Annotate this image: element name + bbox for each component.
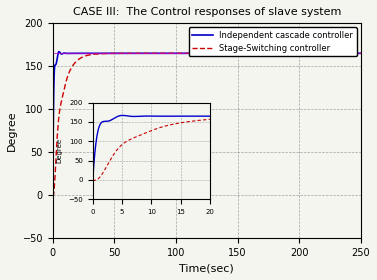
Independent cascade controller [280, 52, 285, 55]
Line: Independent cascade controller: Independent cascade controller [53, 52, 361, 195]
Stage-Switching controller [51, 193, 55, 197]
Stage-Switching controller [359, 52, 363, 55]
Stage-Switching controller [51, 194, 55, 198]
Stage-Switching controller [280, 52, 285, 55]
Independent cascade controller [51, 193, 55, 197]
Independent cascade controller [168, 52, 173, 55]
Stage-Switching controller [235, 52, 240, 55]
Stage-Switching controller [106, 52, 111, 55]
X-axis label: Time(sec): Time(sec) [179, 263, 234, 273]
Stage-Switching controller [168, 52, 173, 55]
Stage-Switching controller [304, 52, 308, 55]
Independent cascade controller [106, 52, 111, 55]
Independent cascade controller [304, 52, 308, 55]
Line: Stage-Switching controller: Stage-Switching controller [53, 53, 361, 196]
Independent cascade controller [57, 50, 61, 53]
Independent cascade controller [235, 52, 240, 55]
Independent cascade controller [251, 52, 255, 55]
Stage-Switching controller [358, 52, 362, 55]
Independent cascade controller [359, 52, 363, 55]
Stage-Switching controller [251, 52, 255, 55]
Legend: Independent cascade controller, Stage-Switching controller: Independent cascade controller, Stage-Sw… [188, 27, 357, 56]
Y-axis label: Degree: Degree [7, 110, 17, 151]
Title: CASE III:  The Control responses of slave system: CASE III: The Control responses of slave… [72, 7, 341, 17]
